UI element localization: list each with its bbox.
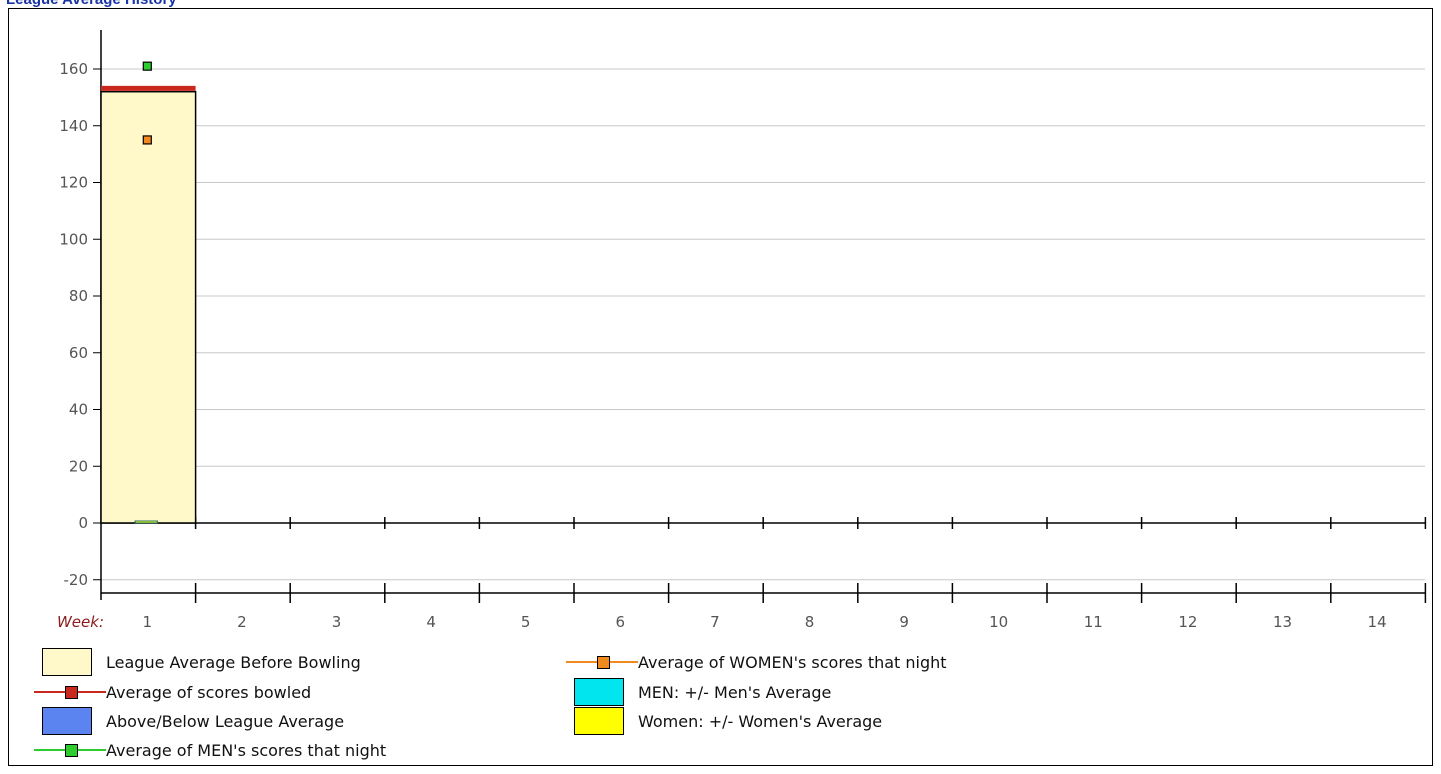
x-tick-label: 7 — [710, 613, 720, 631]
legend-item: Above/Below League Average — [42, 706, 344, 736]
x-tick-label: 2 — [237, 613, 247, 631]
average-marker — [142, 61, 152, 71]
grid-lines — [101, 68, 1425, 581]
legend-item: MEN: +/- Men's Average — [574, 677, 831, 707]
y-tick-label: 80 — [69, 287, 88, 305]
legend-swatch-box — [42, 648, 92, 676]
y-tick-label: 40 — [69, 401, 88, 419]
y-tick-label: 20 — [69, 457, 88, 475]
y-tick-label: 0 — [78, 514, 88, 532]
legend-item: Average of MEN's scores that night — [34, 735, 386, 765]
legend-swatch-line — [34, 740, 106, 760]
legend-label: Above/Below League Average — [106, 711, 345, 731]
bar-layer — [100, 85, 197, 524]
y-tick-label: 160 — [59, 60, 88, 78]
legend-swatch-line — [34, 682, 106, 702]
legend-swatch-box — [42, 707, 92, 735]
x-tick-label: 6 — [616, 613, 626, 631]
league-average-bar — [100, 90, 197, 524]
legend-item: Average of scores bowled — [34, 677, 311, 707]
plus-minus-bar — [134, 520, 158, 524]
x-tick-label: 4 — [426, 613, 436, 631]
average-marker — [142, 135, 152, 145]
legend-swatch-box — [574, 707, 624, 735]
legend-swatch-box — [574, 678, 624, 706]
x-tick-label: 8 — [805, 613, 815, 631]
chart-frame — [8, 8, 1433, 766]
legend-item: Women: +/- Women's Average — [574, 706, 882, 736]
legend-label: Average of MEN's scores that night — [106, 740, 387, 760]
legend-label: Women: +/- Women's Average — [638, 711, 883, 731]
x-tick-label: 14 — [1368, 613, 1387, 631]
x-tick-label: 11 — [1084, 613, 1103, 631]
legend-swatch-line — [566, 652, 638, 672]
legend-item: Average of WOMEN's scores that night — [566, 647, 947, 677]
legend-label: Average of WOMEN's scores that night — [638, 652, 947, 672]
legend-label: League Average Before Bowling — [106, 652, 361, 672]
legend-item: League Average Before Bowling — [42, 647, 361, 677]
x-tick-label: 10 — [989, 613, 1008, 631]
y-tick-label: 60 — [69, 344, 88, 362]
title-strip: League Average History — [0, 0, 1441, 8]
legend-label: MEN: +/- Men's Average — [638, 682, 832, 702]
page-title: League Average History — [6, 0, 177, 8]
scores-bowled-line — [101, 85, 196, 91]
x-tick-label: 9 — [899, 613, 909, 631]
x-tick-label: 5 — [521, 613, 531, 631]
y-tick-label: -20 — [64, 571, 89, 589]
y-tick-label: 120 — [59, 174, 88, 192]
x-tick-label: 3 — [332, 613, 342, 631]
y-tick-label: 100 — [59, 230, 88, 248]
marker-layer — [142, 61, 152, 145]
x-tick-label: 1 — [143, 613, 153, 631]
x-axis-title: Week: — [57, 613, 104, 631]
x-tick-label: 12 — [1178, 613, 1197, 631]
y-tick-label: 140 — [59, 117, 88, 135]
x-axis: Week: 1 2 3 4 5 6 7 8 9 10 11 12 13 14 — [57, 517, 1427, 631]
legend-label: Average of scores bowled — [106, 682, 312, 702]
x-tick-label: 13 — [1273, 613, 1292, 631]
